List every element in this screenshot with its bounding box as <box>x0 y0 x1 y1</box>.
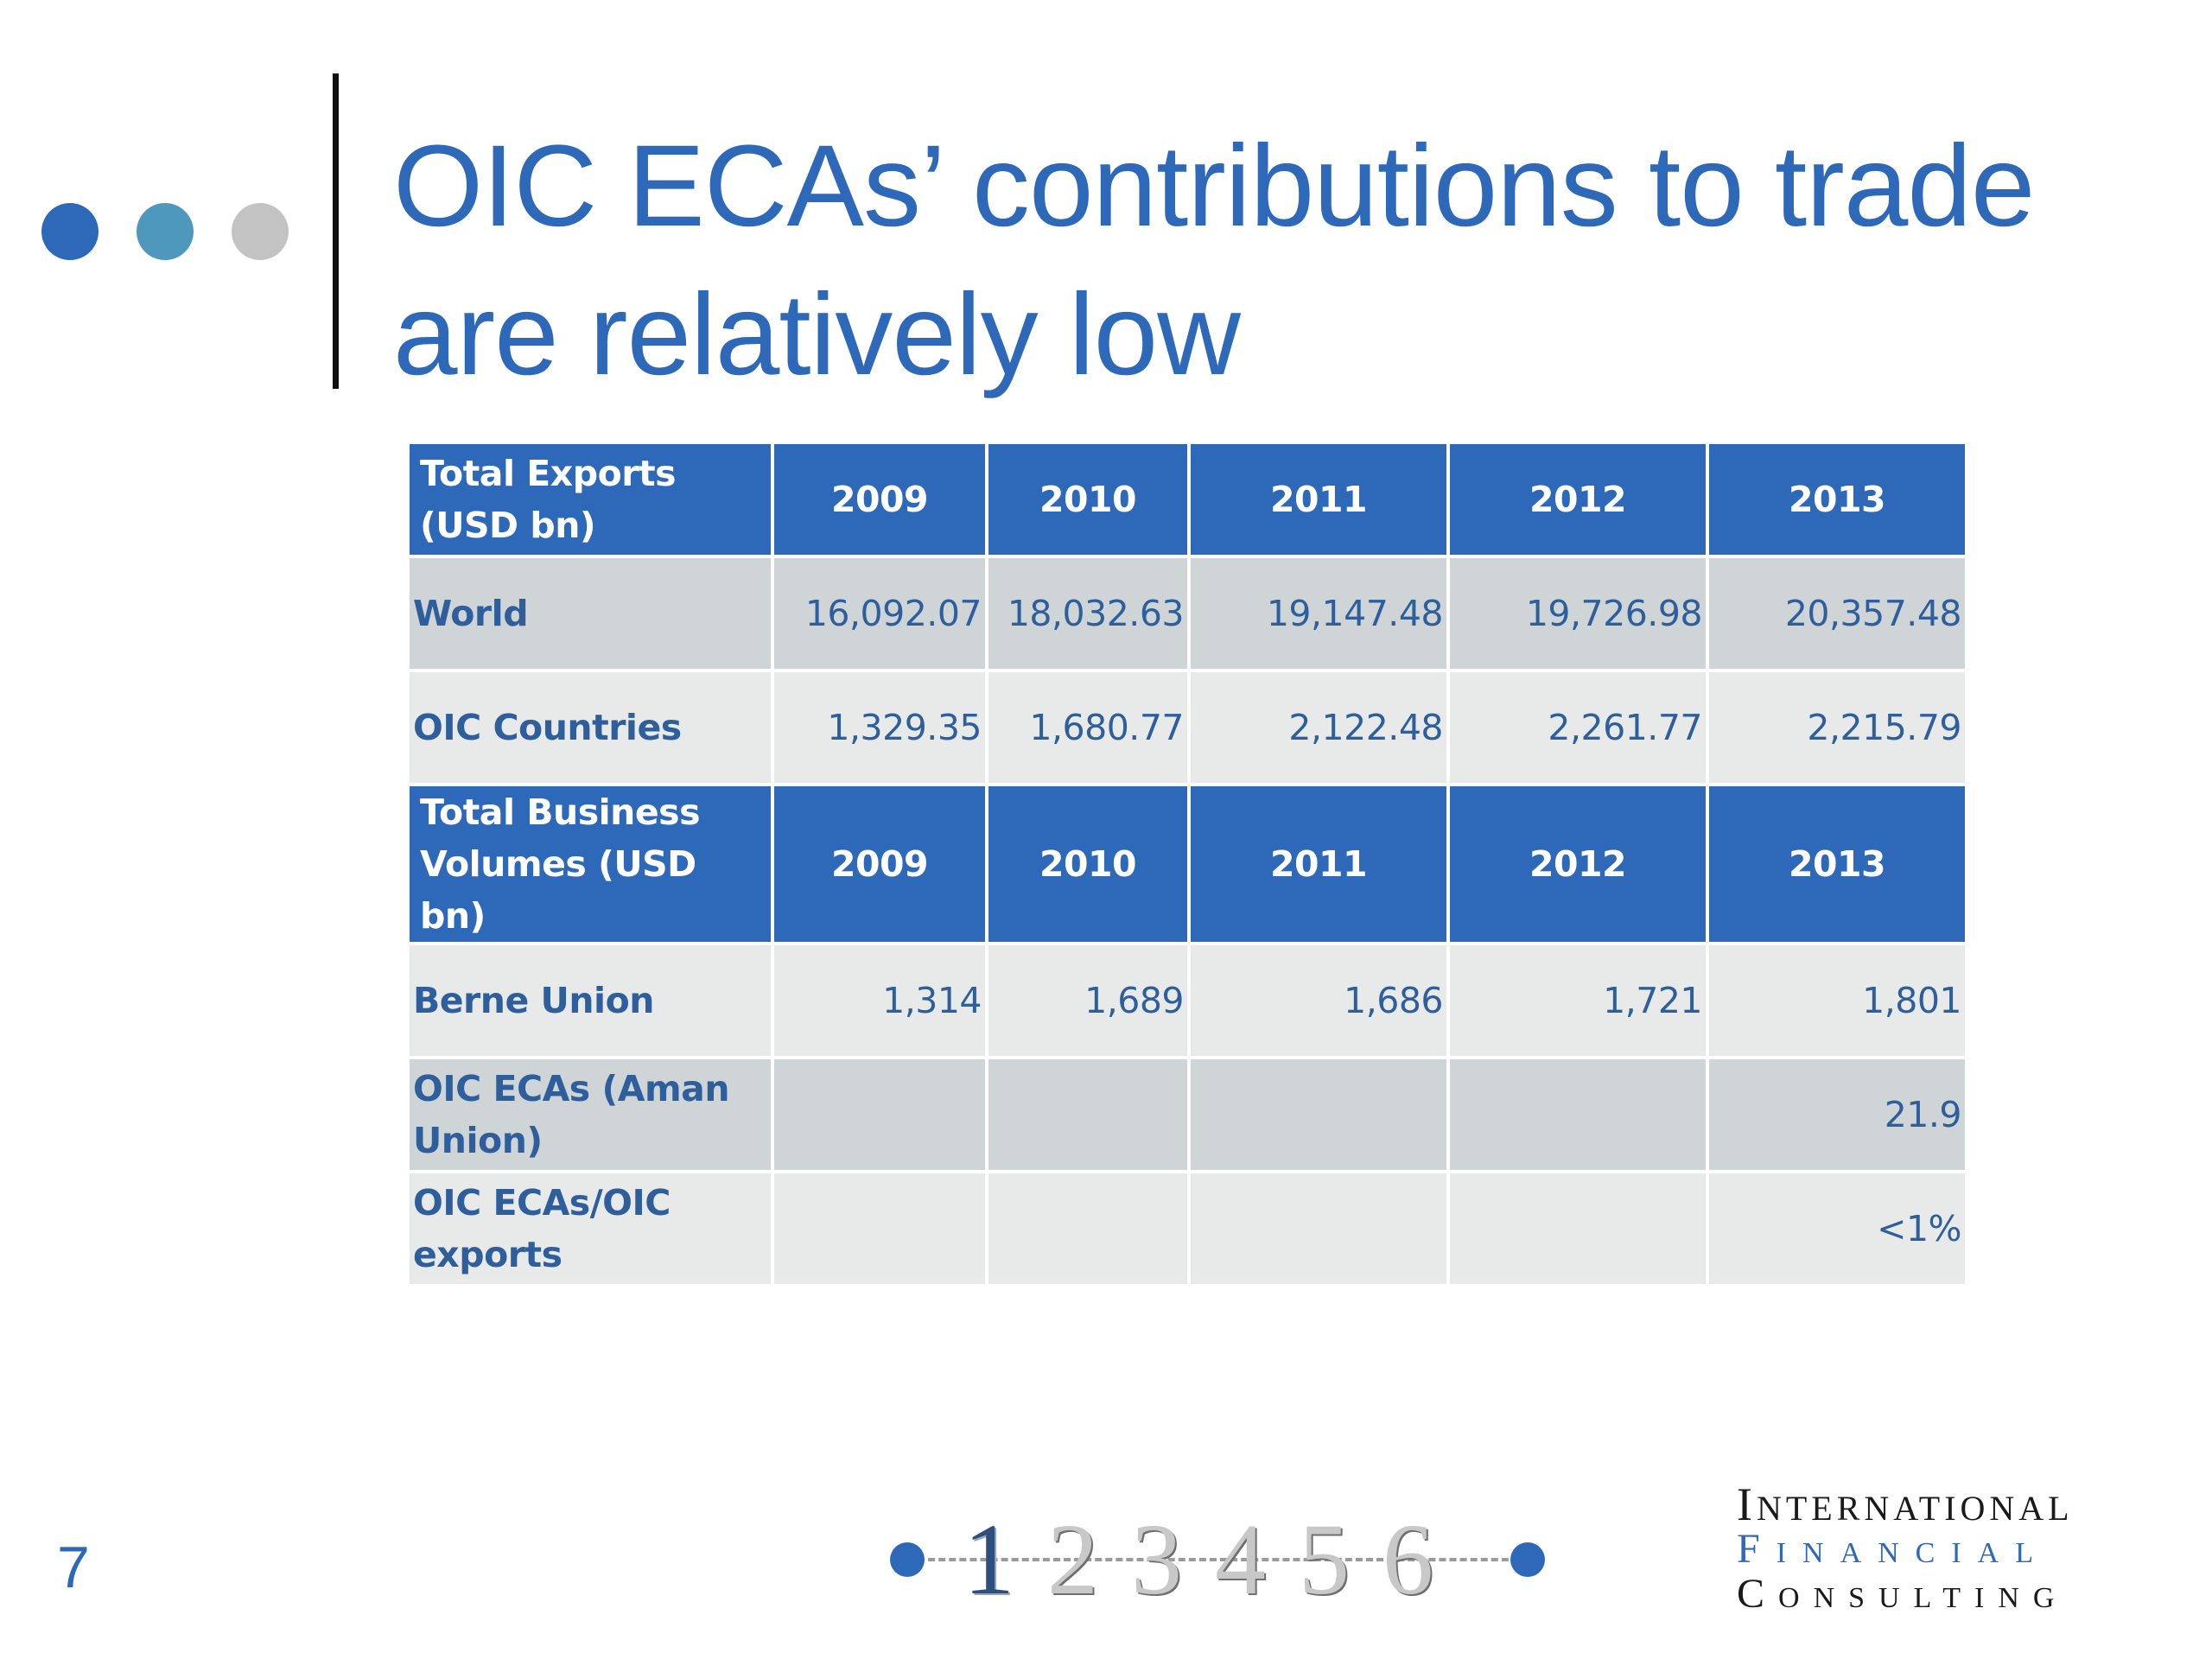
header-cell: 2012 <box>1450 786 1706 942</box>
table-cell: <1% <box>1709 1173 1965 1284</box>
nav-number-2[interactable]: 2 <box>1047 1503 1098 1616</box>
header-cell: Total Business Volumes (USD bn) <box>410 786 771 942</box>
nav-dot-right <box>1510 1542 1545 1577</box>
nav-number-4[interactable]: 4 <box>1215 1503 1266 1616</box>
table-cell <box>1191 1173 1446 1284</box>
table-cell <box>774 1059 985 1170</box>
table-row: OIC ECAs (Aman Union) 21.9 <box>410 1059 1965 1170</box>
table-cell <box>1450 1173 1706 1284</box>
nav-number-6[interactable]: 6 <box>1382 1503 1433 1616</box>
header-cell: 2009 <box>774 444 985 555</box>
header-cell: 2010 <box>988 444 1187 555</box>
header-cell: 2012 <box>1450 444 1706 555</box>
table-cell: 2,122.48 <box>1191 672 1446 783</box>
table-cell: 1,680.77 <box>988 672 1187 783</box>
table-cell: 21.9 <box>1709 1059 1965 1170</box>
row-label: OIC ECAs/OIC exports <box>410 1173 771 1284</box>
table-cell: 19,147.48 <box>1191 558 1446 669</box>
nav-number-5[interactable]: 5 <box>1299 1503 1350 1616</box>
table-cell: 20,357.48 <box>1709 558 1965 669</box>
header-cell: 2010 <box>988 786 1187 942</box>
header-cell: 2009 <box>774 786 985 942</box>
header-cell: 2011 <box>1191 444 1446 555</box>
row-label: OIC ECAs (Aman Union) <box>410 1059 771 1170</box>
dot-teal <box>137 203 194 260</box>
nav-dot-left <box>890 1542 925 1577</box>
logo-line-2: Financial <box>1737 1526 2050 1572</box>
table-cell: 2,215.79 <box>1709 672 1965 783</box>
page-number: 7 <box>57 1535 90 1600</box>
table-cell: 18,032.63 <box>988 558 1187 669</box>
table-row: OIC ECAs/OIC exports <1% <box>410 1173 1965 1284</box>
table-cell <box>988 1173 1187 1284</box>
dot-gray <box>232 203 289 260</box>
row-label: World <box>410 558 771 669</box>
table-header-row: Total Exports (USD bn) 2009 2010 2011 20… <box>410 444 1965 555</box>
table-cell: 1,686 <box>1191 945 1446 1056</box>
header-cell: Total Exports (USD bn) <box>410 444 771 555</box>
nav-numbers: 1 2 3 4 5 6 <box>963 1503 1433 1616</box>
table-header-row: Total Business Volumes (USD bn) 2009 201… <box>410 786 1965 942</box>
table-cell <box>774 1173 985 1284</box>
header-cell: 2013 <box>1709 444 1965 555</box>
table-cell: 1,801 <box>1709 945 1965 1056</box>
logo-line-1: International <box>1737 1478 2074 1530</box>
section-navigator: 1 2 3 4 5 6 <box>890 1503 1547 1616</box>
row-label: OIC Countries <box>410 672 771 783</box>
title-divider <box>333 73 339 389</box>
header-cell: 2013 <box>1709 786 1965 942</box>
nav-number-1[interactable]: 1 <box>963 1503 1014 1616</box>
row-label: Berne Union <box>410 945 771 1056</box>
table-cell: 1,689 <box>988 945 1187 1056</box>
table-cell: 1,329.35 <box>774 672 985 783</box>
table-row: Berne Union 1,314 1,689 1,686 1,721 1,80… <box>410 945 1965 1056</box>
table-cell: 16,092.07 <box>774 558 985 669</box>
table-cell <box>1450 1059 1706 1170</box>
table-cell: 19,726.98 <box>1450 558 1706 669</box>
logo-line-3: Consulting <box>1737 1571 2069 1617</box>
table-cell <box>1191 1059 1446 1170</box>
nav-dashed-line <box>907 1558 1529 1561</box>
table-cell: 1,721 <box>1450 945 1706 1056</box>
header-cell: 2011 <box>1191 786 1446 942</box>
company-logo: International Financial Consulting <box>1737 1482 2100 1617</box>
nav-number-3[interactable]: 3 <box>1131 1503 1182 1616</box>
table-cell <box>988 1059 1187 1170</box>
table-cell: 1,314 <box>774 945 985 1056</box>
table-row: World 16,092.07 18,032.63 19,147.48 19,7… <box>410 558 1965 669</box>
table-row: OIC Countries 1,329.35 1,680.77 2,122.48… <box>410 672 1965 783</box>
table-cell: 2,261.77 <box>1450 672 1706 783</box>
dot-blue <box>41 203 99 260</box>
data-table: Total Exports (USD bn) 2009 2010 2011 20… <box>406 441 1968 1287</box>
slide-title: OIC ECAs’ contributions to trade are rel… <box>393 122 2035 399</box>
